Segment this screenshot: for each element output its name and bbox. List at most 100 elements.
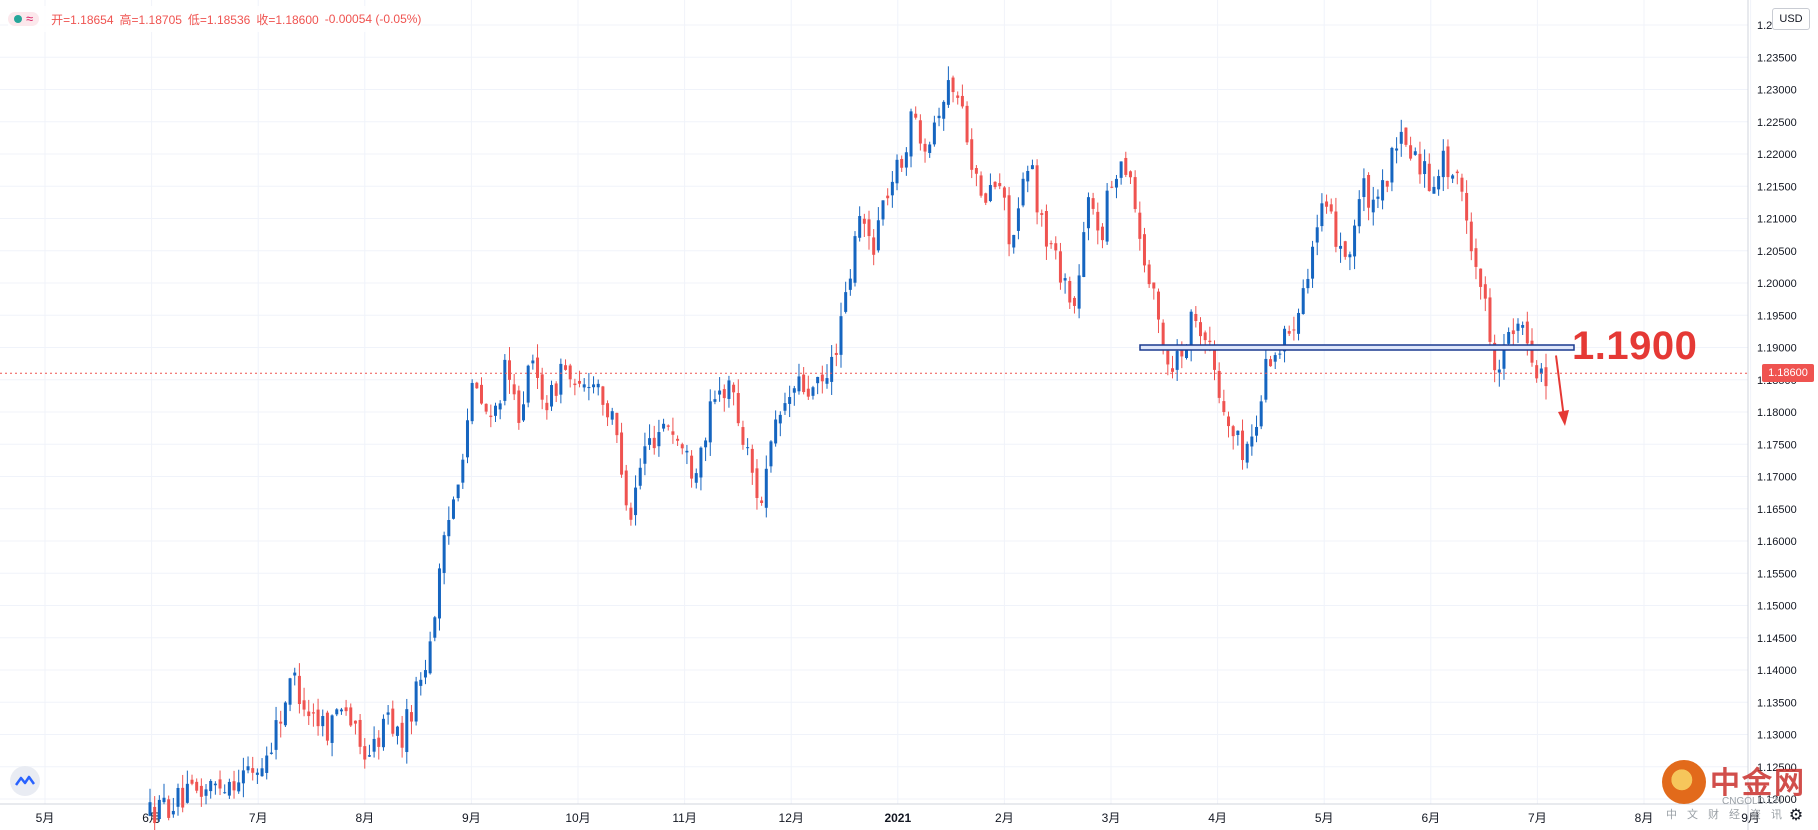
candle-body (493, 405, 497, 416)
candle-body (792, 388, 796, 393)
candle-body (1311, 246, 1315, 279)
candle-body (732, 384, 736, 393)
candle-body (1035, 165, 1039, 213)
price-tick-label: 1.18000 (1757, 407, 1797, 419)
price-tick-label: 1.23000 (1757, 85, 1797, 97)
candle-body (1142, 234, 1146, 266)
candle-body (1278, 353, 1282, 355)
candle-body (498, 403, 502, 410)
tradingview-logo-icon[interactable] (10, 766, 40, 796)
candle-body (1170, 368, 1174, 372)
candle-body (1507, 332, 1511, 344)
candle-body (974, 168, 978, 174)
candle-body (1325, 201, 1329, 207)
candle-body (1381, 180, 1385, 201)
candle-body (1315, 227, 1319, 243)
candle-body (1007, 195, 1011, 245)
candle-body (153, 806, 157, 824)
candle-body (1334, 211, 1338, 247)
candle-body (526, 365, 530, 403)
candle-body (993, 181, 997, 188)
candle-body (1091, 198, 1095, 209)
candle-body (339, 709, 343, 712)
candle-body (162, 797, 166, 803)
candle-body (227, 781, 231, 796)
candle-body (802, 374, 806, 393)
candle-body (1539, 368, 1543, 374)
candle-body (232, 781, 236, 791)
candle-body (1437, 176, 1441, 190)
candle-body (778, 414, 782, 424)
candle-body (475, 382, 479, 389)
currency-button[interactable]: USD (1772, 8, 1810, 30)
price-tick-label: 1.15500 (1757, 568, 1797, 580)
candle-body (1166, 350, 1170, 365)
candle-body (1110, 186, 1114, 188)
candle-body (288, 678, 292, 705)
ohlc-low: 低=1.18536 (187, 12, 251, 27)
candle-body (260, 768, 264, 777)
candle-body (545, 402, 549, 411)
time-tick-label: 4月 (1208, 811, 1227, 825)
candle-body (1525, 321, 1529, 344)
candle-body (1180, 350, 1184, 357)
price-tick-label: 1.21500 (1757, 181, 1797, 193)
candle-body (858, 216, 862, 238)
candle-body (624, 470, 628, 506)
candle-body (582, 384, 586, 388)
candle-body (1427, 163, 1431, 192)
candle-body (1231, 426, 1235, 437)
candle-body (353, 720, 357, 724)
candle-body (853, 236, 857, 283)
candle-body (1292, 329, 1296, 331)
candle-body (1497, 369, 1501, 373)
candle-body (932, 122, 936, 145)
candle-body (1511, 330, 1515, 335)
candle-body (881, 200, 885, 220)
candle-body (680, 444, 684, 449)
candle-body (1353, 225, 1357, 257)
price-tick-label: 1.16500 (1757, 504, 1797, 516)
time-tick-label: 11月 (672, 811, 696, 825)
candle-body (1222, 401, 1226, 413)
candle-body (895, 159, 899, 184)
time-tick-label: 10月 (565, 811, 590, 825)
price-tick-label: 1.20000 (1757, 278, 1797, 290)
price-tick-label: 1.19500 (1757, 310, 1797, 322)
candle-body (988, 185, 992, 202)
candle-body (1124, 157, 1128, 175)
candle-body (834, 352, 838, 356)
ohlc-change: -0.00054 (-0.05%) (324, 12, 422, 26)
candle-body (1474, 248, 1478, 267)
time-tick-label: 6月 (142, 811, 161, 825)
candle-body (171, 810, 175, 815)
series-toggle[interactable]: ≈ (8, 12, 40, 26)
candle-body (1016, 208, 1020, 231)
time-tick-label: 8月 (355, 811, 374, 825)
candle-body (718, 390, 722, 395)
candle-body (867, 219, 871, 237)
candle-body (1100, 226, 1104, 241)
candle-body (344, 707, 348, 712)
candle-body (610, 411, 614, 420)
candle-body (181, 787, 185, 808)
candle-body (1343, 241, 1347, 257)
candle-body (335, 709, 339, 715)
candle-body (1530, 340, 1534, 363)
candle-body (433, 617, 437, 638)
gear-icon[interactable]: ⚙ (1788, 807, 1804, 824)
candle-body (760, 500, 764, 504)
candle-body (447, 520, 451, 537)
time-tick-label: 7月 (1528, 811, 1547, 825)
candle-body (1128, 171, 1132, 178)
candle-body (400, 722, 404, 748)
candle-body (251, 768, 255, 773)
candle-body (265, 755, 269, 773)
candle-body (1465, 192, 1469, 221)
candle-body (405, 709, 409, 753)
candle-body (1404, 127, 1408, 145)
candle-body (1357, 199, 1361, 227)
candle-body (456, 484, 460, 499)
